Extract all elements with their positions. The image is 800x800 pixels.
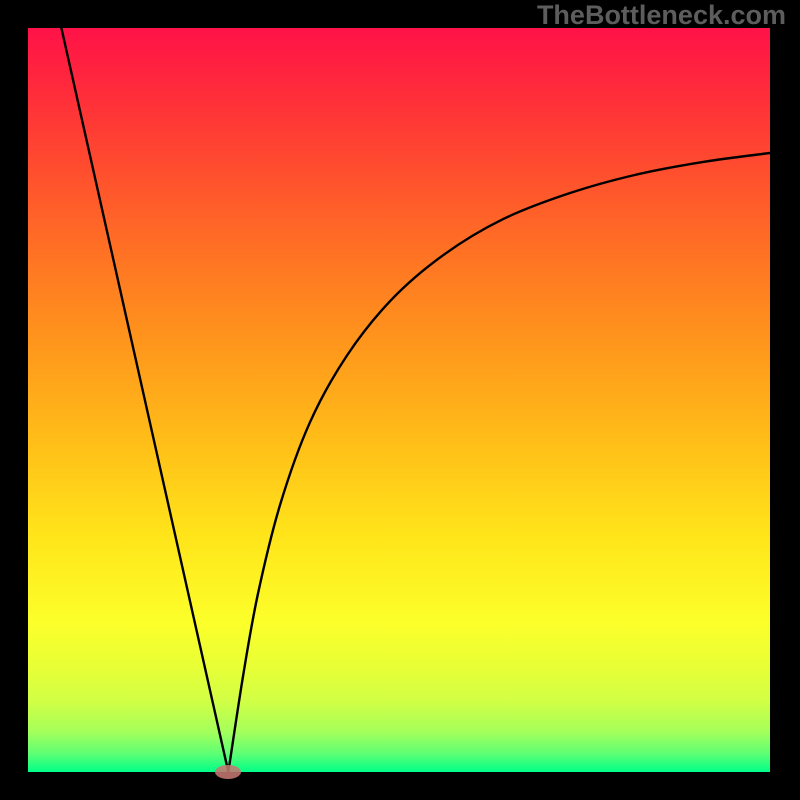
plot-area <box>28 28 770 772</box>
optimal-point-ellipse <box>215 765 241 779</box>
watermark-text: TheBottleneck.com <box>537 0 786 31</box>
chart-container: TheBottleneck.com <box>0 0 800 800</box>
gradient-background <box>28 28 770 772</box>
optimal-point-marker <box>213 763 243 781</box>
